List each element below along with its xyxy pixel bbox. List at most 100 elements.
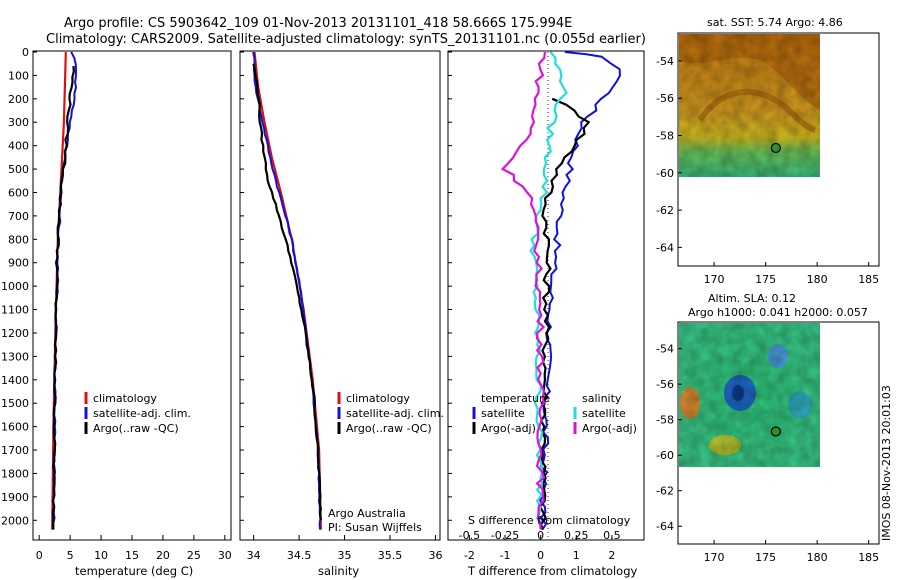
legend-s-argo: Argo(-adj) [582, 422, 637, 435]
difference-y-tickmarks [448, 51, 452, 521]
sst-texture [679, 34, 820, 177]
series-line-sal_satellite [529, 51, 568, 530]
s-tick-label: 0 [537, 529, 544, 542]
x-tick-label: 35.5 [378, 549, 403, 562]
sst-map-title: sat. SST: 5.74 Argo: 4.86 [707, 16, 843, 29]
legend-satellite-adj-clim: satellite-adj. clim. [346, 407, 444, 420]
difference-profile-panel: -2 -1 0 1 2 -0.5 -0.25 0 0.25 0.5 T difference f… [447, 50, 645, 578]
x-tick-label: 34.5 [287, 549, 312, 562]
x-tick-label: 36 [428, 549, 442, 562]
series-line-satellite [539, 51, 622, 531]
s-tick-label: 0.25 [564, 529, 589, 542]
legend-satellite-adj-clim: satellite-adj. clim. [93, 407, 191, 420]
y-tick-label: 1100 [1, 304, 29, 317]
y-tick-label: 1300 [1, 350, 29, 363]
temperature-profile-panel: 0 5 10 15 20 25 30 0 100 200 300 400 500 600 700 800 90… [1, 46, 232, 578]
map-y-tick-label: -56 [656, 378, 674, 391]
argo-location-marker [770, 426, 781, 437]
x-tick-label: 5 [67, 549, 74, 562]
map-y-tick-label: -54 [656, 55, 674, 68]
map-y-tick-label: -58 [656, 130, 674, 143]
map-x-tick-label: 180 [807, 551, 828, 564]
annotation-argo-australia: Argo Australia [328, 507, 406, 520]
series-line-climatology [253, 51, 322, 530]
y-tick-label: 700 [8, 210, 29, 223]
map-y-tick-label: -58 [656, 414, 674, 427]
t-difference-x-ticks: -2 -1 0 1 2 [464, 535, 615, 562]
difference-legend: temperature satellite Argo(-adj) salinit… [472, 392, 637, 435]
x-tick-label: 10 [94, 549, 108, 562]
sst-heatmap [679, 34, 820, 177]
map-x-tick-label: 170 [704, 273, 725, 286]
x-tick-label: 34 [247, 549, 261, 562]
argo-location-marker [770, 142, 781, 154]
difference-series-lines [500, 51, 622, 531]
x-tick-label: 2 [608, 549, 615, 562]
map-y-tick-label: -54 [656, 343, 674, 356]
map-y-tick-label: -56 [656, 92, 674, 105]
depth-y-ticks: 0 100 200 300 400 500 600 700 800 900 1000 1100 1200… [1, 46, 37, 527]
salinity-series-lines [252, 51, 322, 530]
y-tick-label: 800 [8, 233, 29, 246]
s-tick-label: -0.25 [491, 529, 519, 542]
series-line-argo [252, 63, 322, 521]
salinity-plot-frame [239, 50, 441, 541]
y-tick-label: 1500 [1, 397, 29, 410]
series-line-sal_argo [500, 51, 546, 530]
legend-t-satellite: satellite [481, 407, 525, 420]
salinity-x-label: salinity [318, 564, 359, 578]
y-tick-label: 1900 [1, 491, 29, 504]
y-tick-label: 500 [8, 163, 29, 176]
temperature-legend: climatology satellite-adj. clim. Argo(..… [84, 392, 191, 435]
sla-map-title: Altim. SLA: 0.12 [708, 292, 796, 305]
temperature-x-label: temperature (deg C) [75, 564, 193, 578]
imos-timestamp: IMOS 08-Nov-2013 20:01:03 [880, 385, 893, 541]
x-tick-label: -1 [500, 549, 511, 562]
salinity-x-ticks: 34 34.5 35 35.5 36 [247, 535, 442, 562]
sst-map-ticks: 170 175 180 185 -54 -56 -58 -60 -62 -64 [656, 55, 879, 286]
salinity-y-tickmarks [240, 51, 244, 521]
legend-climatology: climatology [346, 392, 410, 405]
salinity-legend: climatology satellite-adj. clim. Argo(..… [337, 392, 444, 435]
map-y-tick-label: -60 [656, 167, 674, 180]
map-x-tick-label: 185 [858, 551, 879, 564]
y-tick-label: 1400 [1, 374, 29, 387]
y-tick-label: 300 [8, 116, 29, 129]
difference-plot-frame [447, 50, 645, 541]
series-line-argo [538, 97, 591, 530]
sla-map-frame [677, 321, 880, 545]
x-tick-label: 0 [36, 549, 43, 562]
legend-argo-raw: Argo(..raw -QC) [93, 422, 179, 435]
y-tick-label: 200 [8, 93, 29, 106]
x-tick-label: 0 [537, 549, 544, 562]
y-tick-label: 2000 [1, 514, 29, 527]
y-tick-label: 100 [8, 69, 29, 82]
map-x-tick-label: 180 [807, 273, 828, 286]
map-y-tick-label: -64 [656, 241, 674, 254]
legend-temperature-heading: temperature [481, 392, 550, 405]
s-tick-label: -0.5 [459, 529, 480, 542]
map-y-tick-label: -64 [656, 520, 674, 533]
salinity-profile-panel: 34 34.5 35 35.5 36 salinity climatology sate… [239, 50, 444, 578]
y-tick-label: 400 [8, 140, 29, 153]
series-line-argo [51, 65, 75, 530]
t-difference-x-label: T difference from climatology [467, 564, 638, 578]
y-tick-label: 1000 [1, 280, 29, 293]
x-tick-label: 20 [156, 549, 170, 562]
map-y-tick-label: -62 [656, 204, 674, 217]
x-tick-label: -2 [464, 549, 475, 562]
sla-map-panel: Altim. SLA: 0.12 Argo h1000: 0.041 h2000… [656, 292, 893, 564]
y-tick-label: 1200 [1, 327, 29, 340]
x-tick-label: 1 [573, 549, 580, 562]
sla-map-ticks: 170 175 180 185 -54 -56 -58 -60 -62 -64 [656, 343, 879, 564]
x-tick-label: 30 [218, 549, 232, 562]
sla-map-subtitle: Argo h1000: 0.041 h2000: 0.057 [688, 306, 868, 319]
temperature-x-ticks: 0 5 10 15 20 25 30 [36, 535, 232, 562]
sst-map-panel: sat. SST: 5.74 Argo: 4.86 170 175 180 185 -5… [656, 16, 880, 286]
x-tick-label: 35 [338, 549, 352, 562]
s-difference-ticks: -0.5 -0.25 0 0.25 0.5 [459, 529, 621, 542]
map-x-tick-label: 175 [755, 551, 776, 564]
legend-climatology: climatology [93, 392, 157, 405]
legend-argo-raw: Argo(..raw -QC) [346, 422, 432, 435]
